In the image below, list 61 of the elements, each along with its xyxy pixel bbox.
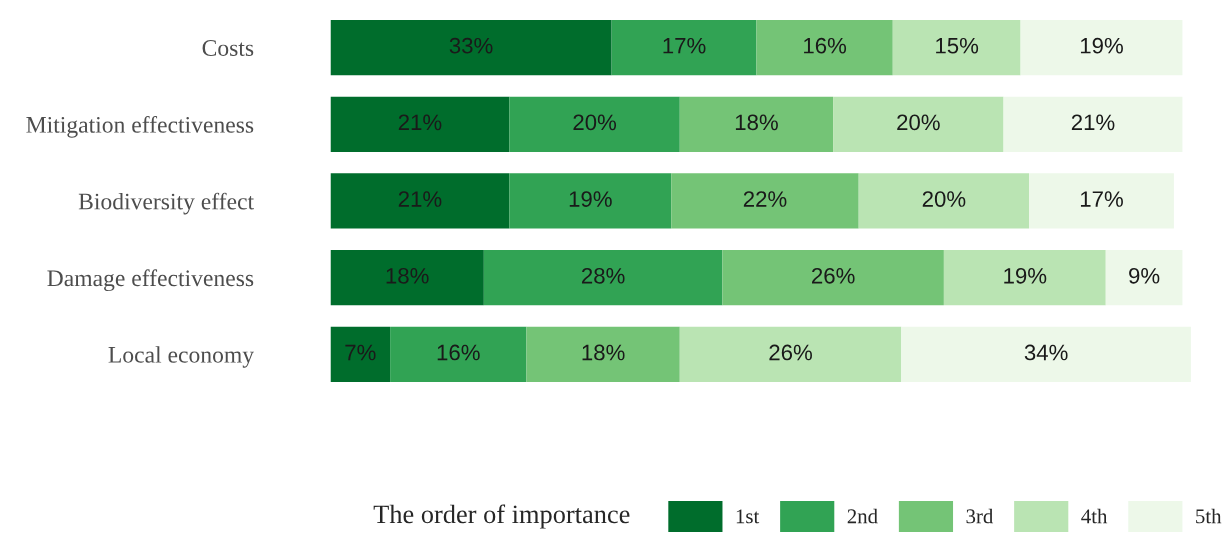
legend-label: 5th (1196, 508, 1222, 524)
bar (756, 19, 893, 76)
bar (509, 96, 680, 152)
data-label: 9% (1129, 267, 1160, 284)
bar (671, 173, 859, 229)
bar (330, 173, 510, 229)
data-label: 20% (897, 114, 940, 131)
y-tick-label: Damage effectiveness (47, 269, 254, 292)
data-label: 15% (936, 37, 979, 54)
bar (483, 250, 723, 306)
bar (858, 173, 1030, 229)
data-label: 22% (743, 191, 787, 207)
data-label: 21% (1071, 114, 1115, 131)
data-label: 21% (398, 191, 442, 207)
y-tick-label: Mitigation effectiveness (26, 115, 254, 138)
bar (390, 326, 527, 382)
data-label: 19% (1004, 267, 1047, 284)
bar (901, 326, 1191, 382)
bar (833, 96, 1004, 152)
data-label: 34% (1024, 344, 1068, 361)
bar (526, 326, 680, 382)
data-label: 20% (922, 191, 966, 207)
data-label: 20% (573, 114, 617, 131)
bar (892, 19, 1021, 76)
legend-label: 1st (736, 509, 760, 524)
bar (679, 96, 834, 152)
bar (722, 250, 944, 306)
data-label: 19% (1080, 37, 1123, 54)
bar (1003, 96, 1183, 152)
bar (1029, 173, 1174, 229)
data-label: 19% (569, 191, 612, 207)
legend-title: The order of importance (373, 504, 630, 529)
y-tick-label: Costs (202, 40, 254, 56)
data-label: 33% (449, 37, 493, 54)
data-label: 7% (345, 344, 376, 361)
bar (330, 250, 484, 306)
legend-label: 3rd (966, 508, 994, 524)
data-label: 18% (735, 114, 778, 131)
data-label: 28% (581, 267, 625, 284)
data-label: 17% (663, 37, 706, 54)
data-label: 16% (437, 344, 480, 361)
data-label: 18% (582, 344, 625, 361)
bar (1020, 19, 1183, 76)
data-label: 26% (769, 344, 812, 361)
bar (611, 19, 757, 76)
y-tick-label: Biodiversity effect (78, 192, 254, 215)
bar (943, 250, 1106, 306)
legend-label: 4th (1081, 508, 1108, 524)
bar (330, 96, 510, 152)
data-label: 18% (386, 267, 429, 284)
y-tick-label: Local economy (108, 346, 254, 368)
bar (330, 19, 612, 76)
data-label: 16% (804, 37, 847, 54)
bar (509, 173, 672, 229)
data-label: 21% (398, 114, 442, 131)
data-label: 26% (812, 267, 855, 284)
bar (330, 326, 391, 382)
data-label: 17% (1080, 191, 1123, 207)
legend-label: 2nd (847, 508, 878, 524)
bar (679, 326, 902, 382)
bar (1105, 250, 1183, 306)
